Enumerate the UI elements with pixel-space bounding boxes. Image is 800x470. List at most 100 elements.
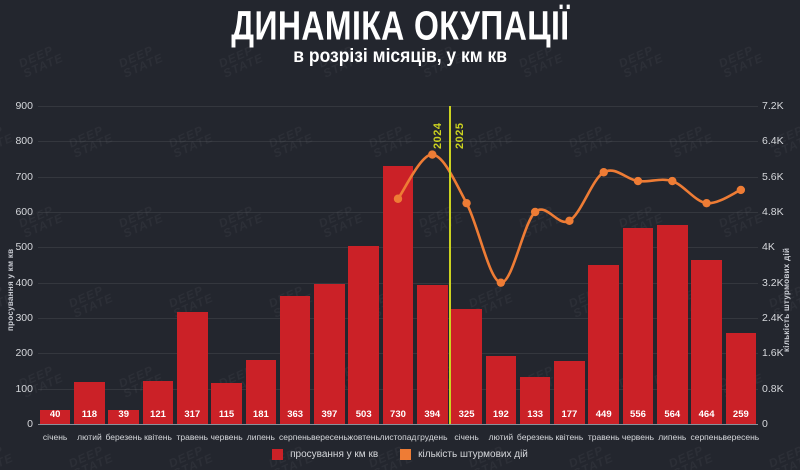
left-axis-tick: 800 xyxy=(15,135,33,148)
legend-item-advance: просування у км кв xyxy=(272,449,378,460)
month-label: березень xyxy=(105,432,142,442)
bar-березень-2025 xyxy=(519,377,551,424)
bar-квітень-2025 xyxy=(554,361,585,424)
month-label: вересень xyxy=(311,432,348,442)
gridline xyxy=(38,106,758,107)
bar-серпень-2025 xyxy=(691,260,722,424)
month-label: липень xyxy=(246,432,275,442)
bar-лютий-2025 xyxy=(485,356,517,424)
bar-січень-2025 xyxy=(451,309,482,424)
month-label: серпень xyxy=(690,432,723,442)
month-label: вересень xyxy=(722,432,760,442)
bar-липень-2024 xyxy=(245,360,277,424)
bar-value-label: 363 xyxy=(287,409,304,420)
legend-swatch-assaults xyxy=(400,449,412,460)
month-label: червень xyxy=(210,432,243,442)
line-point xyxy=(496,278,506,287)
bar-value-label: 177 xyxy=(561,409,578,420)
year-label-2025: 2025 xyxy=(454,122,466,149)
bar-value-label: 181 xyxy=(252,409,269,420)
bar-value-label: 730 xyxy=(390,409,406,420)
bar-серпень-2024 xyxy=(279,295,311,424)
bar-value-label: 317 xyxy=(184,409,201,420)
bar-жовтень-2024 xyxy=(348,246,379,424)
bar-value-label: 464 xyxy=(698,409,715,420)
bar-value-label: 503 xyxy=(355,409,372,420)
bar-січень-2024 xyxy=(39,409,71,424)
bar-листопад-2024 xyxy=(382,166,414,424)
right-axis-tick: 6.4K xyxy=(762,135,784,148)
left-axis-tick: 700 xyxy=(15,170,33,183)
month-label: травень xyxy=(587,432,620,442)
bar-вересень-2025 xyxy=(725,332,757,424)
bar-квітень-2024 xyxy=(142,381,174,424)
gridline xyxy=(38,141,758,143)
legend-swatch-advance xyxy=(272,449,284,460)
right-axis-tick: 0 xyxy=(762,418,768,430)
bar-вересень-2024 xyxy=(314,283,345,424)
line-point xyxy=(393,194,403,203)
right-axis-tick: 7.2K xyxy=(762,100,784,112)
bar-лютий-2024 xyxy=(74,382,105,424)
bar-value-label: 115 xyxy=(218,409,235,420)
month-label: травень xyxy=(176,432,209,442)
left-axis-tick: 200 xyxy=(15,347,33,360)
line-point xyxy=(736,185,746,195)
left-axis-tick: 300 xyxy=(15,312,33,324)
bar-value-label: 118 xyxy=(81,409,98,420)
left-axis-tick: 0 xyxy=(27,418,33,430)
right-axis-tick: 4.8K xyxy=(762,206,784,218)
line-point xyxy=(633,176,643,186)
month-label: січень xyxy=(42,432,68,442)
month-label: квітень xyxy=(144,432,172,442)
plot-area: 40 118 39 121 317 115 181 363 397 503 730 394 325 192… xyxy=(38,106,758,425)
year-label-2024: 2024 xyxy=(432,122,444,149)
line-point xyxy=(668,176,677,186)
bar-value-label: 39 xyxy=(118,409,129,420)
bar-value-label: 40 xyxy=(49,409,61,420)
bar-value-label: 564 xyxy=(664,409,681,420)
right-axis-tick: 0.8K xyxy=(762,382,784,395)
bar-value-label: 259 xyxy=(732,409,749,420)
legend-label-advance: просування у км кв xyxy=(290,449,379,460)
right-axis-tick: 5.6K xyxy=(762,170,784,183)
left-axis-tick: 100 xyxy=(15,382,33,395)
legend: просування у км кв кількість штурмових д… xyxy=(0,449,800,460)
line-point xyxy=(530,207,540,217)
bar-травень-2024 xyxy=(177,312,208,424)
bar-value-label: 556 xyxy=(630,409,646,420)
bar-value-label: 121 xyxy=(150,409,166,420)
legend-label-assaults: кількість штурмових дій xyxy=(418,449,528,460)
line-point xyxy=(565,216,574,226)
line-point xyxy=(599,168,608,177)
month-label: червень xyxy=(621,432,655,442)
bar-value-label: 192 xyxy=(492,409,509,420)
bar-value-label: 325 xyxy=(458,409,475,420)
bar-value-label: 133 xyxy=(527,409,544,420)
month-label: січень xyxy=(454,432,479,442)
bar-березень-2024 xyxy=(108,410,139,424)
left-axis-tick: 900 xyxy=(15,100,33,112)
left-axis-tick: 500 xyxy=(15,241,33,254)
month-label: серпень xyxy=(279,432,312,442)
month-label: липень xyxy=(658,432,687,442)
month-label: лютий xyxy=(488,432,514,442)
right-axis-tick: 1.6K xyxy=(762,347,784,360)
month-label: квітень xyxy=(555,432,584,442)
month-label: жовтень xyxy=(347,432,380,442)
right-axis-title: кількість штурмових дій xyxy=(782,247,791,353)
right-axis-tick: 4K xyxy=(762,241,775,254)
bar-липень-2025 xyxy=(657,224,688,424)
bar-червень-2024 xyxy=(211,383,242,424)
line-point xyxy=(702,198,711,208)
bar-value-label: 394 xyxy=(424,409,441,420)
line-point xyxy=(462,198,471,208)
page-subtitle: в розрізі місяців, у км кв xyxy=(293,46,507,67)
assaults-line-chart xyxy=(393,150,746,287)
bar-value-label: 449 xyxy=(595,409,612,420)
left-axis-tick: 600 xyxy=(15,206,33,218)
page-title: ДИНАМІКА ОКУПАЦІЇ xyxy=(230,3,570,49)
legend-item-assaults: кількість штурмових дій xyxy=(400,449,528,460)
bar-грудень-2024 xyxy=(417,284,448,424)
